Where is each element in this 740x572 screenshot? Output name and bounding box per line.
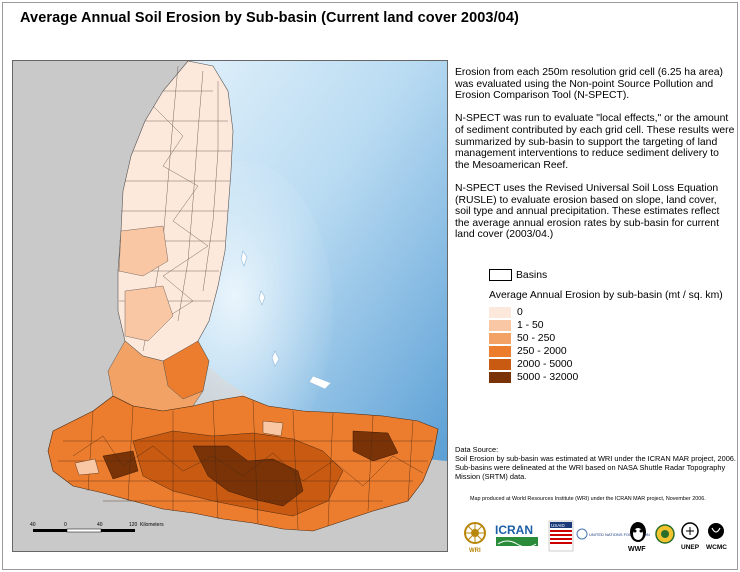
wwf-logo: WWF: [628, 522, 646, 553]
map-credit: Map produced at World Resources Institut…: [470, 496, 706, 502]
legend-class: 2000 - 5000: [489, 358, 729, 371]
basins-label: Basins: [516, 269, 548, 281]
reef-cays: [240, 250, 332, 390]
legend-class-label: 250 - 2000: [517, 346, 567, 357]
svg-text:WRI: WRI: [469, 548, 481, 554]
legend-class: 250 - 2000: [489, 345, 729, 358]
legend-class: 1 - 50: [489, 319, 729, 332]
legend-class-label: 50 - 250: [517, 333, 556, 344]
description-panel: Erosion from each 250m resolution grid c…: [455, 67, 735, 253]
southern-subbasin-lines: [58, 400, 433, 530]
legend-class: 0: [489, 306, 729, 319]
scale-unit: Kilometers: [140, 522, 164, 528]
legend-title: Average Annual Erosion by sub-basin (mt …: [489, 290, 723, 301]
southern-extreme-erosion: [102, 430, 399, 507]
scale-tick-2: 40: [97, 522, 103, 528]
legend-class: 5000 - 32000: [489, 371, 729, 384]
legend-basins: Basins: [489, 268, 729, 282]
description-paragraph-1: Erosion from each 250m resolution grid c…: [455, 67, 723, 102]
legend-swatch: [489, 333, 511, 344]
scale-tick-1: 0: [64, 522, 67, 528]
icran-logo: ICRAN: [494, 522, 540, 548]
data-source: Data Source: Soil Erosion by sub-basin w…: [455, 445, 737, 481]
description-paragraph-3: N-SPECT uses the Revised Universal Soil …: [455, 182, 720, 241]
erosion-map[interactable]: 40 0 40 120 Kilometers: [12, 60, 448, 552]
map-canvas: 40 0 40 120 Kilometers: [13, 61, 447, 533]
belize-basins: [162, 340, 210, 400]
svg-text:WWF: WWF: [628, 546, 646, 553]
yucatan-subbasin-lines: [118, 65, 231, 352]
svg-text:USAID: USAID: [551, 523, 566, 528]
map-title: Average Annual Soil Erosion by Sub-basin…: [20, 10, 519, 26]
partner-logos: WRI ICRAN USAID UNITED NATIONS FOUNDATIO…: [462, 518, 737, 558]
southern-pale-patches: [74, 420, 284, 476]
ccad-logo: [655, 524, 675, 544]
legend-class-label: 5000 - 32000: [517, 372, 579, 383]
legend-swatch: [489, 320, 511, 331]
data-source-text: Soil Erosion by sub-basin was estimated …: [455, 454, 736, 481]
wcmc-logo: WCMC: [706, 523, 727, 551]
yucatan-low-erosion: [118, 225, 174, 342]
legend-swatch: [489, 372, 511, 383]
wri-logo: WRI: [464, 522, 486, 554]
legend-class-label: 1 - 50: [517, 320, 544, 331]
legend-swatch: [489, 359, 511, 370]
basins-swatch: [489, 269, 512, 281]
legend-swatch: [489, 307, 511, 318]
scale-tick-0: 40: [30, 522, 36, 528]
mexico-land: [13, 61, 188, 431]
scale-tick-3: 120: [129, 522, 138, 528]
unep-logo: UNEP: [681, 522, 700, 551]
svg-text:WCMC: WCMC: [706, 544, 727, 551]
legend-classes: 0 1 - 50 50 - 250 250 - 2000 2000 - 5000…: [489, 306, 729, 384]
description-paragraph-2: N-SPECT was run to evaluate "local effec…: [455, 113, 735, 171]
scale-bar: 40 0 40 120 Kilometers: [30, 522, 164, 533]
usaid-logo: USAID: [548, 520, 574, 552]
legend-class: 50 - 250: [489, 332, 729, 345]
un-foundation-logo: UNITED NATIONS FOUNDATION: [576, 528, 650, 540]
legend-class-label: 2000 - 5000: [517, 359, 573, 370]
svg-text:UNEP: UNEP: [681, 544, 700, 551]
map-legend: Basins Average Annual Erosion by sub-bas…: [489, 268, 729, 384]
svg-text:ICRAN: ICRAN: [495, 523, 533, 537]
legend-class-label: 0: [517, 307, 523, 318]
svg-text:UNITED NATIONS FOUNDATION: UNITED NATIONS FOUNDATION: [589, 532, 650, 537]
data-source-heading: Data Source:: [455, 445, 499, 454]
legend-swatch: [489, 346, 511, 357]
